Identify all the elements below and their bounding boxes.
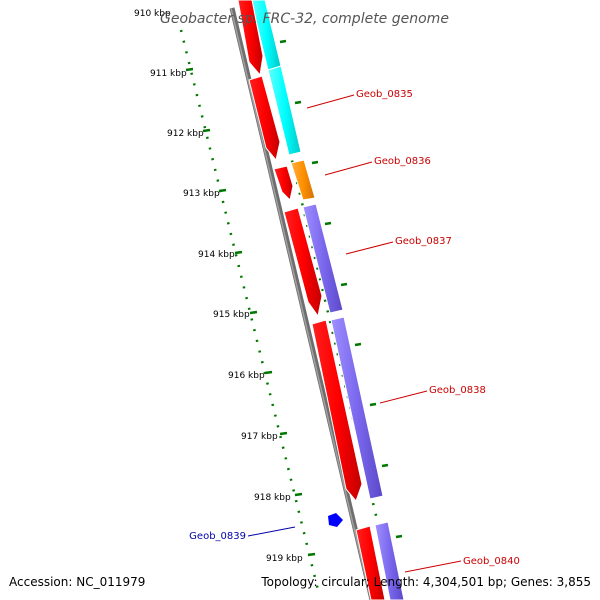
outer-major-tick	[294, 100, 302, 105]
leader-geob-0839	[247, 526, 296, 537]
cds-arrow[interactable]	[283, 207, 323, 318]
leader-geob-0835	[306, 94, 355, 109]
map-title: Geobacter sp. FRC-32, complete genome	[160, 11, 449, 27]
inner-major-tick	[234, 250, 243, 255]
outer-major-tick	[381, 463, 389, 468]
kbp-label: 912 kbp	[167, 129, 204, 139]
gene-labels: Geob_0835 Geob_0836 Geob_0837 Geob_0838 …	[189, 89, 520, 567]
leader-geob-0836	[324, 161, 373, 176]
leader-geob-0840	[404, 560, 462, 573]
cog-block-purple[interactable]	[330, 316, 384, 500]
gene-label-geob-0839[interactable]: Geob_0839	[189, 531, 246, 542]
inner-tick-ring	[179, 29, 320, 591]
sequence-backbone-highlight	[230, 7, 372, 600]
gene-label-geob-0838[interactable]: Geob_0838	[429, 385, 486, 396]
kbp-label: 911 kbp	[150, 69, 187, 79]
gene-label-geob-0837[interactable]: Geob_0837	[395, 236, 452, 247]
cog-block-purple[interactable]	[374, 521, 405, 600]
topology-text: Topology: circular; Length: 4,304,501 bp…	[260, 575, 591, 589]
cds-arrow[interactable]	[237, 0, 264, 77]
cog-track	[250, 0, 405, 600]
cds-arrow[interactable]	[355, 525, 386, 600]
blue-feature-geob-0839[interactable]	[328, 513, 343, 527]
kbp-label: 913 kbp	[183, 189, 220, 199]
outer-major-tick	[369, 402, 377, 407]
kbp-label: 917 kbp	[241, 432, 278, 442]
cds-arrow[interactable]	[273, 165, 294, 202]
leader-geob-0838	[379, 390, 428, 404]
cds-arrow[interactable]	[248, 75, 281, 162]
cds-track	[237, 0, 386, 600]
outer-major-tick	[395, 534, 403, 539]
kbp-label: 915 kbp	[213, 310, 250, 320]
kbp-label: 916 kbp	[228, 371, 265, 381]
kbp-label: 910 kbp	[134, 9, 171, 19]
gene-label-geob-0840[interactable]: Geob_0840	[463, 556, 520, 567]
inner-major-tick	[249, 310, 258, 315]
outer-major-tick	[324, 221, 332, 226]
outer-major-tick	[279, 39, 287, 44]
outer-tick-ring	[252, 0, 403, 600]
kbp-labels: 910 kbp 911 kbp 912 kbp 913 kbp 914 kbp …	[134, 9, 303, 564]
outer-major-tick	[354, 342, 362, 347]
inner-major-tick	[264, 370, 273, 375]
cog-block-cyan[interactable]	[267, 65, 302, 156]
leader-geob-0837	[345, 241, 394, 255]
outer-major-tick	[340, 282, 348, 287]
cog-block-purple[interactable]	[302, 203, 344, 314]
inner-major-tick	[294, 492, 303, 497]
inner-major-tick	[307, 552, 316, 557]
kbp-label: 918 kbp	[254, 493, 291, 503]
kbp-label: 914 kbp	[198, 250, 235, 260]
gene-label-geob-0836[interactable]: Geob_0836	[374, 156, 431, 167]
kbp-label: 919 kbp	[266, 554, 303, 564]
gene-label-geob-0835[interactable]: Geob_0835	[356, 89, 413, 100]
inner-major-tick	[218, 188, 227, 193]
accession-text: Accession: NC_011979	[9, 575, 145, 589]
inner-major-tick	[279, 431, 288, 436]
gene-leader-lines	[247, 94, 462, 573]
inner-major-tick	[202, 128, 211, 133]
inner-major-tick	[185, 67, 194, 72]
outer-major-tick	[311, 160, 319, 165]
cog-block-orange[interactable]	[290, 159, 316, 201]
cds-arrow[interactable]	[311, 319, 363, 502]
